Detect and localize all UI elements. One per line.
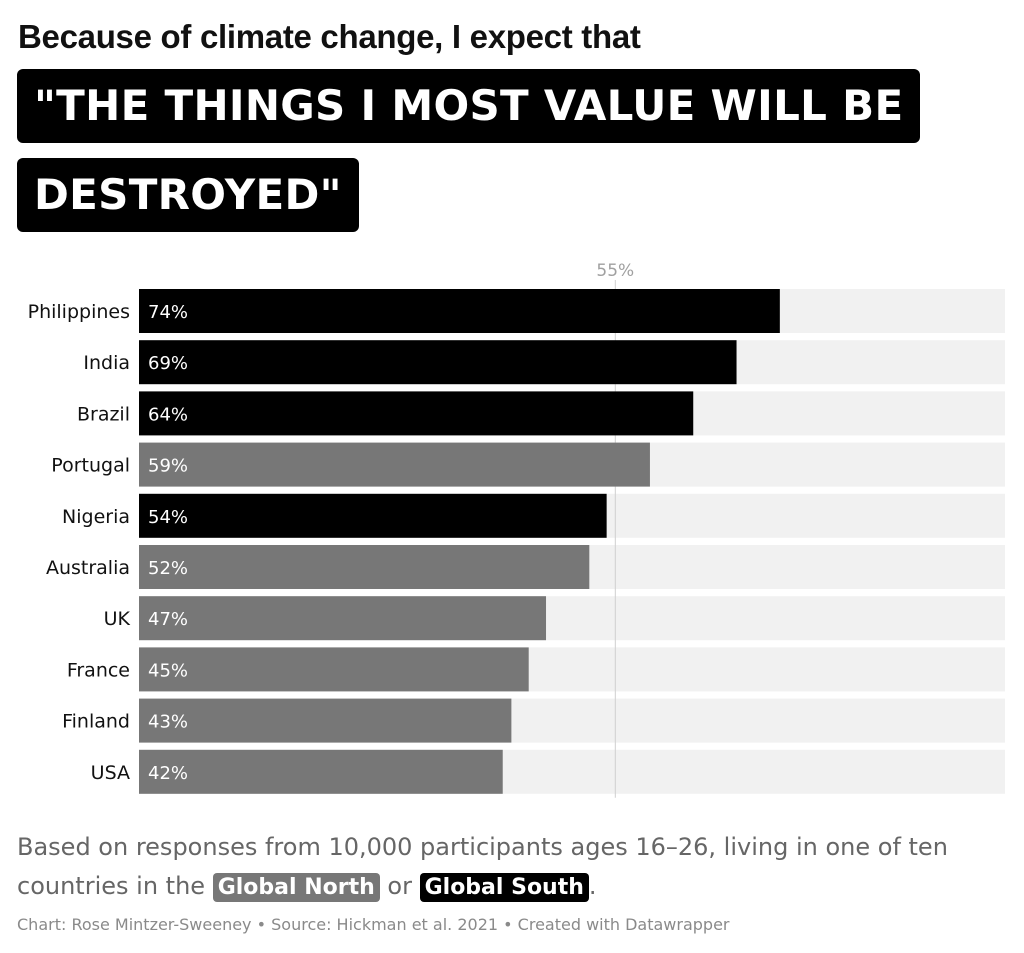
bar <box>139 698 512 743</box>
category-label: Australia <box>46 557 130 579</box>
bar <box>139 340 737 385</box>
category-label: Philippines <box>28 301 130 323</box>
category-label: Nigeria <box>62 506 130 528</box>
category-label: UK <box>104 608 131 630</box>
value-label: 43% <box>148 712 188 733</box>
category-label: Finland <box>62 711 130 733</box>
bar <box>139 545 590 589</box>
value-label: 74% <box>148 302 188 323</box>
value-label: 42% <box>148 763 188 784</box>
category-label: Brazil <box>77 403 130 425</box>
description-period: . <box>588 872 597 900</box>
bar <box>139 289 780 333</box>
bar <box>139 493 607 538</box>
value-label: 59% <box>148 456 188 477</box>
value-label: 64% <box>148 404 188 425</box>
value-label: 52% <box>148 558 188 579</box>
value-label: 69% <box>148 353 188 374</box>
description-connector: or <box>387 872 412 900</box>
category-label: USA <box>91 762 130 784</box>
category-label: India <box>83 352 130 374</box>
bar <box>139 647 529 692</box>
chart-description: Based on responses from 10,000 participa… <box>17 828 977 907</box>
bar <box>139 391 694 436</box>
bar <box>139 442 650 487</box>
category-label: Portugal <box>51 455 130 477</box>
value-label: 45% <box>148 660 188 681</box>
bar <box>139 749 503 794</box>
reference-line-label: 55% <box>596 261 634 281</box>
value-label: 47% <box>148 609 188 630</box>
chart-title-intro: Because of climate change, I expect that <box>18 18 641 55</box>
description-text: Based on responses from 10,000 participa… <box>17 833 948 900</box>
bar <box>139 596 547 641</box>
bar-chart: 55% Philippines 74% India 69% Brazil 64% Portug… <box>28 261 1005 798</box>
global-north-legend-key: Global North <box>212 873 380 902</box>
category-label: France <box>67 659 130 681</box>
chart-title-highlight-line-2: DESTROYED" <box>17 158 359 232</box>
global-south-legend-key: Global South <box>419 873 589 902</box>
chart-credits: Chart: Rose Mintzer-Sweeney • Source: Hi… <box>17 915 730 934</box>
chart-title-highlight-line-1: "THE THINGS I MOST VALUE WILL BE <box>17 69 921 143</box>
value-label: 54% <box>148 507 188 528</box>
